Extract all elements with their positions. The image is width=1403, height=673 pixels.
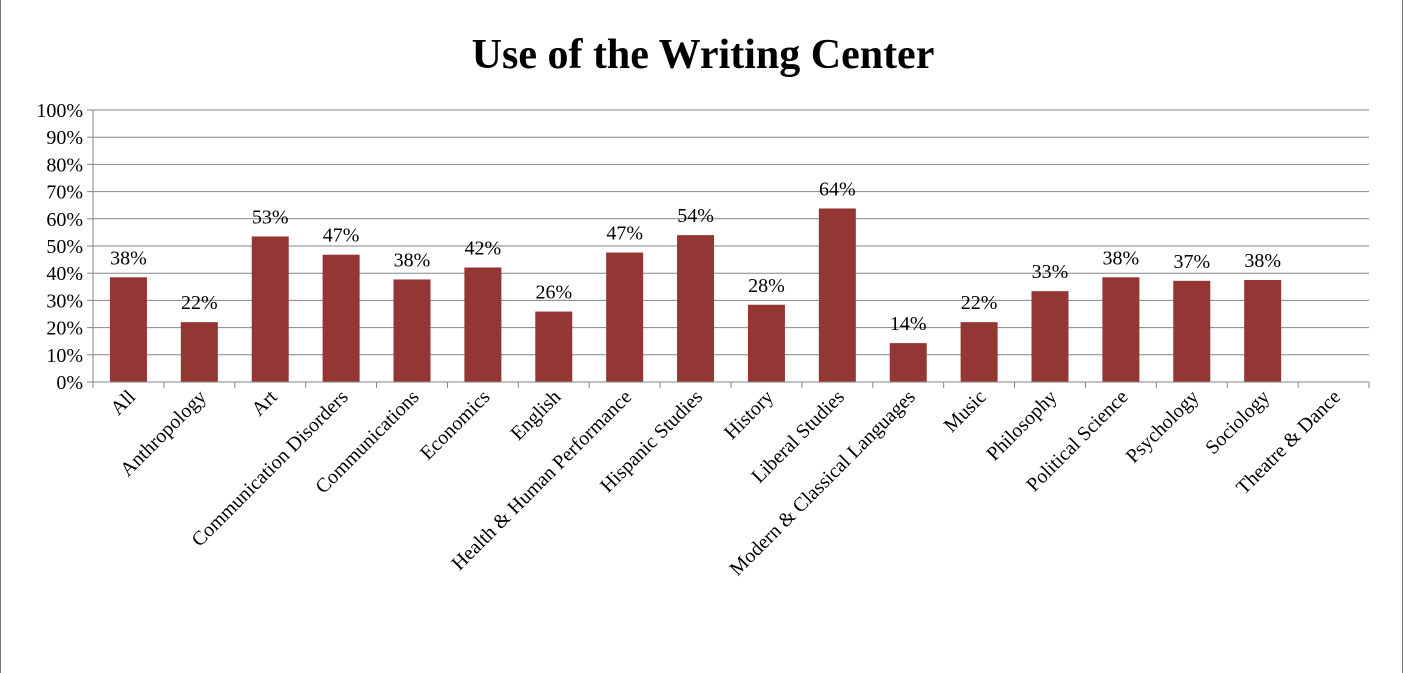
category-label: History (720, 386, 778, 444)
category-label: All (106, 386, 140, 420)
y-tick-label: 0% (56, 372, 83, 394)
y-tick-label: 80% (46, 154, 83, 176)
data-label: 54% (677, 205, 714, 227)
data-label: 38% (394, 249, 431, 271)
bar (1031, 291, 1069, 382)
bar (109, 277, 147, 382)
data-label: 33% (1032, 261, 1069, 283)
category-label: Art (247, 386, 282, 421)
data-label: 22% (181, 292, 218, 314)
category-label: Music (940, 386, 991, 437)
data-label: 14% (890, 313, 927, 335)
y-tick-label: 30% (46, 290, 83, 312)
bar (464, 267, 502, 382)
bar (889, 343, 927, 382)
bar (606, 252, 644, 382)
data-labels: 38% 22% 53% 47% 38% 42% 26% 47% 54% 28% 64% 14% 22% 3… (110, 178, 1281, 335)
y-tick-label: 40% (46, 263, 83, 285)
y-tick-label: 10% (46, 345, 83, 367)
data-label: 47% (606, 223, 643, 245)
y-tick-label: 90% (46, 127, 83, 149)
data-label: 53% (252, 206, 289, 228)
category-label: Sociology (1201, 386, 1274, 459)
data-label: 37% (1173, 251, 1210, 273)
category-label: Psychology (1122, 386, 1204, 468)
data-label: 38% (1103, 247, 1140, 269)
y-axis-ticks: 0% 10% 20% 30% 40% 50% 60% 70% 80% 90% 100% (36, 100, 93, 394)
gridlines (93, 109, 1369, 356)
bar (393, 279, 431, 382)
category-label: English (507, 386, 566, 445)
data-label: 47% (323, 225, 360, 247)
y-tick-label: 70% (46, 182, 83, 204)
bar (535, 311, 573, 382)
category-label: Economics (416, 386, 495, 465)
data-label: 28% (748, 275, 785, 297)
bar (180, 322, 218, 382)
bar (1102, 277, 1140, 382)
data-label: 38% (110, 247, 147, 269)
data-label: 26% (535, 282, 572, 304)
data-label: 38% (1244, 250, 1281, 272)
chart-title: Use of the Writing Center (472, 32, 935, 78)
data-label: 64% (819, 178, 856, 200)
y-tick-label: 20% (46, 318, 83, 340)
y-tick-label: 60% (46, 209, 83, 231)
y-tick-label: 100% (36, 100, 83, 122)
axes (92, 110, 1370, 388)
bar (1173, 280, 1211, 382)
bars (109, 208, 1282, 382)
bar (322, 254, 360, 382)
bar (818, 208, 856, 382)
data-label: 42% (465, 237, 502, 259)
y-tick-label: 50% (46, 236, 83, 258)
bar (747, 304, 785, 382)
bar (960, 322, 998, 382)
bar (251, 236, 289, 382)
bar (1244, 280, 1282, 382)
data-label: 22% (961, 292, 998, 314)
bar (677, 235, 715, 382)
